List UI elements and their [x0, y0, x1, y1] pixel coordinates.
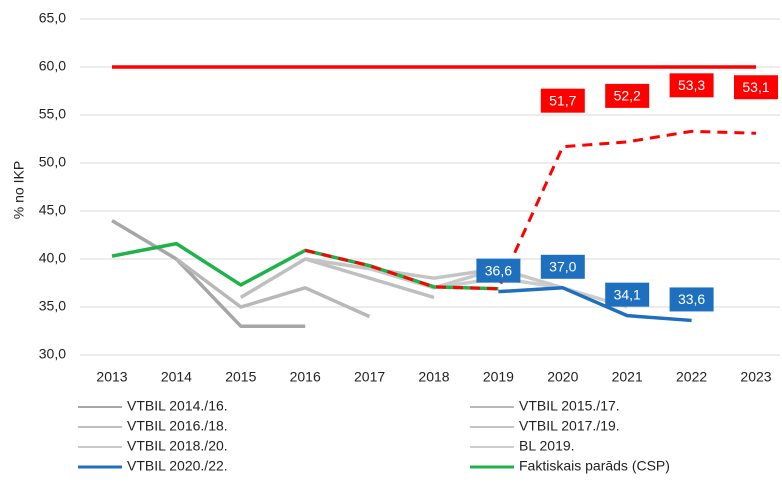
x-tick-label: 2017 [354, 369, 385, 385]
data-label: 53,1 [742, 79, 769, 95]
series-line [304, 129, 757, 291]
data-label: 53,3 [678, 77, 705, 93]
data-label: 33,6 [678, 291, 705, 307]
legend-label: Faktiskais parāds (CSP) [519, 458, 670, 474]
data-label: 52,2 [614, 88, 641, 104]
legend-label: VTBIL 2020./22. [127, 458, 228, 474]
data-label: 36,6 [485, 262, 512, 278]
x-tick-label: 2021 [612, 369, 643, 385]
x-tick-label: 2016 [290, 369, 321, 385]
y-tick-label: 30,0 [39, 346, 66, 362]
label-box [669, 287, 714, 312]
series-line [498, 286, 692, 323]
x-tick-label: 2023 [740, 369, 771, 385]
x-tick-label: 2022 [676, 369, 707, 385]
y-tick-label: 50,0 [39, 154, 66, 170]
x-tick-label: 2020 [547, 369, 578, 385]
label-box [669, 73, 714, 98]
legend-label: VTBIL 2018./20. [127, 438, 228, 454]
y-tick-label: 60,0 [39, 58, 66, 74]
y-tick-label: 40,0 [39, 250, 66, 266]
series-line [175, 257, 371, 319]
y-axis-label: % no IKP [11, 161, 27, 219]
label-box [540, 254, 585, 279]
x-tick-label: 2015 [225, 369, 256, 385]
label-box [605, 83, 650, 108]
y-tick-label: 35,0 [39, 298, 66, 314]
legend-label: VTBIL 2015./17. [519, 398, 620, 414]
x-tick-label: 2014 [161, 369, 192, 385]
label-box [734, 75, 778, 100]
legend-label: BL 2019. [519, 438, 575, 454]
series-line [369, 266, 564, 290]
series-line [239, 257, 435, 300]
legend-label: VTBIL 2017./19. [519, 418, 620, 434]
label-box [605, 282, 650, 307]
series-line [111, 219, 306, 328]
label-box [476, 258, 521, 283]
series-line [304, 257, 499, 280]
y-tick-label: 65,0 [39, 10, 66, 26]
series-line [433, 276, 628, 309]
label-box [540, 88, 585, 113]
y-tick-label: 45,0 [39, 202, 66, 218]
data-label: 37,0 [549, 259, 576, 275]
legend-label: VTBIL 2014./16. [127, 398, 228, 414]
data-label: 34,1 [614, 286, 641, 302]
x-tick-label: 2019 [483, 369, 514, 385]
legend-label: VTBIL 2016./18. [127, 418, 228, 434]
x-tick-label: 2013 [96, 369, 127, 385]
y-tick-label: 55,0 [39, 106, 66, 122]
data-label: 51,7 [549, 92, 576, 108]
x-tick-label: 2018 [418, 369, 449, 385]
